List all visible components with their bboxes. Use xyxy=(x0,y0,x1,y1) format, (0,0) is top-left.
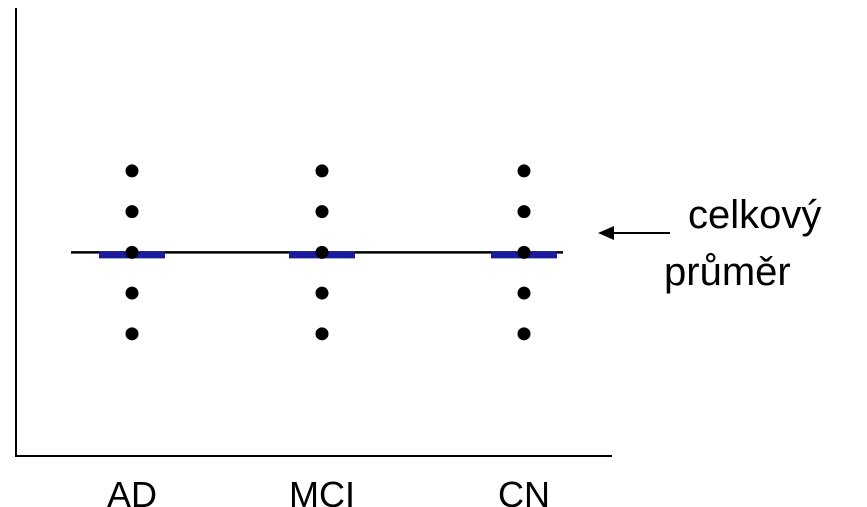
annotation-line-1: celkový xyxy=(688,193,821,237)
data-point-cn-1 xyxy=(517,164,531,178)
data-point-cn-4 xyxy=(517,286,531,300)
data-point-ad-4 xyxy=(125,286,139,300)
category-label-ad: AD xyxy=(107,474,157,507)
category-label-mci: MCI xyxy=(289,474,355,507)
grand-mean-annotation: celkový průměr xyxy=(598,193,821,294)
annotation-line-2: průměr xyxy=(664,250,791,294)
arrow-head-icon xyxy=(598,226,614,240)
data-point-mci-4 xyxy=(315,286,329,300)
data-point-ad-2 xyxy=(125,205,139,219)
data-point-mci-2 xyxy=(315,205,329,219)
axes xyxy=(15,8,612,457)
data-point-ad-1 xyxy=(125,164,139,178)
data-point-ad-5 xyxy=(125,327,139,341)
labels-layer: AD MCI CN xyxy=(107,474,550,507)
data-point-mci-3 xyxy=(315,245,329,259)
data-point-mci-1 xyxy=(315,164,329,178)
category-label-cn: CN xyxy=(498,474,550,507)
data-point-cn-5 xyxy=(517,327,531,341)
data-point-mci-5 xyxy=(315,327,329,341)
data-point-cn-2 xyxy=(517,205,531,219)
data-point-ad-3 xyxy=(125,245,139,259)
data-point-cn-3 xyxy=(517,245,531,259)
points-layer xyxy=(125,164,531,341)
